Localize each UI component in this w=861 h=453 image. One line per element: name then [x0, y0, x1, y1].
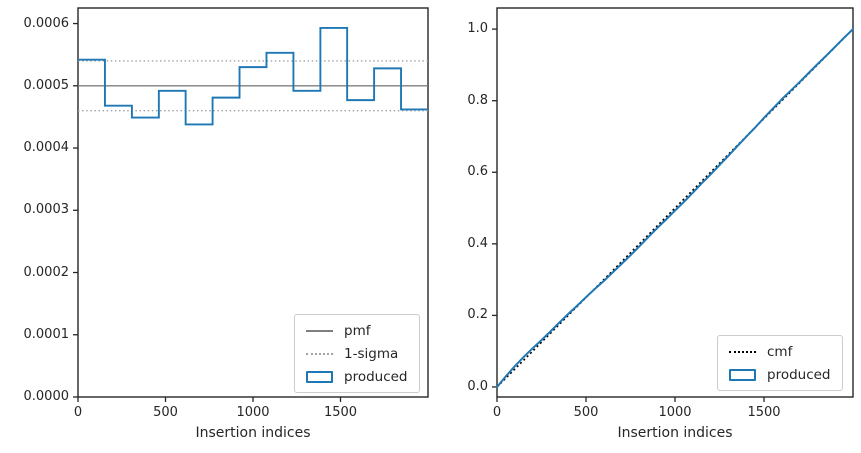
legend-item-produced: produced: [306, 368, 408, 385]
y-tick-label: 0.0: [467, 378, 488, 394]
legend-label-pmf: pmf: [344, 322, 371, 339]
y-tick-label: 0.0003: [23, 202, 70, 218]
x-tick-label: 500: [153, 405, 178, 420]
cmf-line-sample-icon: [729, 350, 756, 353]
x-tick-label: 0: [73, 405, 83, 420]
sigma-line-sample-icon: [306, 352, 333, 355]
y-tick-label: 0.4: [467, 235, 488, 251]
y-tick-label: 0.0006: [23, 15, 70, 31]
legend-item-produced: produced: [729, 366, 831, 383]
pmf-plot-legend: pmf 1-sigma produced: [294, 314, 420, 393]
y-tick-label: 1.0: [467, 21, 488, 37]
x-tick-label: 1000: [658, 405, 692, 420]
produced-cmf-path: [496, 28, 854, 388]
legend-item-1-sigma: 1-sigma: [306, 345, 408, 362]
legend-label-produced: produced: [344, 368, 408, 385]
x-tick-label: 1500: [747, 405, 781, 420]
x-tick-label: 0: [492, 405, 502, 420]
legend-label-1-sigma: 1-sigma: [344, 345, 399, 362]
y-tick-label: 0.6: [467, 164, 488, 180]
legend-label-produced: produced: [767, 366, 831, 383]
produced-patch-sample-icon: [306, 370, 333, 383]
y-tick-label: 0.8: [467, 92, 488, 108]
legend-item-pmf: pmf: [306, 322, 408, 339]
y-tick-label: 0.0001: [23, 326, 70, 342]
x-tick-label: 500: [573, 405, 599, 420]
legend-label-cmf: cmf: [767, 343, 793, 360]
y-tick-label: 0.0000: [23, 389, 70, 404]
y-tick-label: 0.0004: [23, 140, 70, 156]
x-axis-label-pmf-plot: Insertion indices: [195, 425, 311, 441]
x-tick-label: 1000: [236, 405, 270, 420]
y-tick-label: 0.0005: [23, 77, 70, 93]
y-tick-label: 0.2: [467, 307, 488, 323]
x-axis-label-cmf-plot: Insertion indices: [617, 425, 733, 441]
legend-item-cmf: cmf: [729, 343, 831, 360]
y-tick-label: 0.0002: [23, 264, 70, 280]
produced-patch-sample-icon: [729, 368, 756, 381]
produced-step-path: [78, 26, 428, 126]
x-tick-label: 1500: [323, 405, 358, 420]
cmf-plot-legend: cmf produced: [717, 335, 843, 391]
pmf-line-sample-icon: [306, 329, 333, 332]
